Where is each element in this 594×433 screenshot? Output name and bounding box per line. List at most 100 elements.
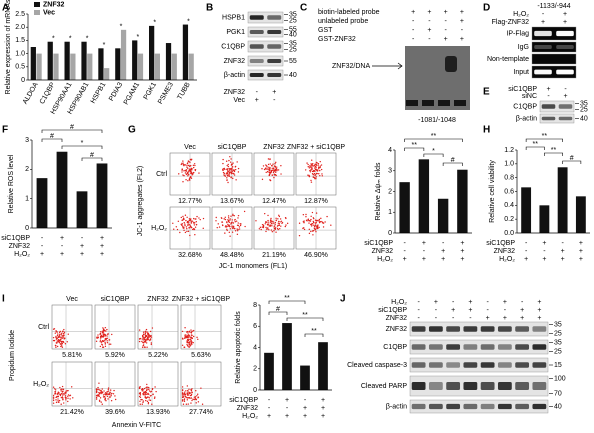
event-dot xyxy=(188,218,191,220)
event-dot xyxy=(104,392,107,394)
event-dot xyxy=(101,391,103,394)
event-dot xyxy=(102,346,105,348)
band xyxy=(532,326,547,332)
event-dot xyxy=(188,338,190,340)
event-dot xyxy=(195,398,198,401)
event-dot xyxy=(107,398,109,400)
event-dot xyxy=(191,334,193,337)
band xyxy=(463,403,478,410)
event-dot xyxy=(192,164,195,167)
bar xyxy=(36,53,42,80)
event-dot xyxy=(183,391,186,393)
event-dot xyxy=(147,396,149,398)
event-dot xyxy=(307,218,309,221)
event-dot xyxy=(143,387,146,390)
event-dot xyxy=(138,387,141,390)
annotation: * xyxy=(81,140,84,147)
event-dot xyxy=(237,222,239,224)
event-dot xyxy=(278,224,281,227)
x-tick-label: PDIA3 xyxy=(108,81,124,102)
event-dot xyxy=(139,391,142,394)
event-dot xyxy=(146,338,149,341)
event-dot xyxy=(319,175,321,177)
event-dot xyxy=(184,335,186,337)
row-label: Non-template xyxy=(487,56,529,63)
event-dot xyxy=(313,167,316,169)
event-dot xyxy=(186,162,189,165)
band xyxy=(446,362,461,368)
band xyxy=(267,59,282,63)
condition-sign: - xyxy=(504,307,507,314)
row-label: β-actin xyxy=(516,115,537,122)
event-dot xyxy=(311,170,314,173)
band xyxy=(411,382,426,390)
event-dot xyxy=(272,171,275,174)
bar xyxy=(282,323,292,390)
event-dot xyxy=(307,163,309,166)
event-dot xyxy=(270,219,272,221)
event-dot xyxy=(312,222,315,224)
event-dot xyxy=(315,231,317,233)
event-dot xyxy=(190,171,193,173)
event-dot xyxy=(270,171,272,174)
event-dot xyxy=(148,388,150,391)
event-dot xyxy=(307,166,309,168)
event-dot xyxy=(52,339,55,342)
annotation: # xyxy=(50,133,54,140)
condition-sign: - xyxy=(403,248,406,255)
band xyxy=(249,15,264,20)
event-dot xyxy=(52,396,55,398)
event-dot xyxy=(139,394,142,396)
event-dot xyxy=(225,226,228,228)
event-dot xyxy=(189,341,191,343)
event-dot xyxy=(303,220,305,222)
event-dot xyxy=(276,227,279,230)
blot-strip xyxy=(247,26,284,38)
event-dot xyxy=(59,339,61,341)
event-dot xyxy=(310,218,312,221)
event-dot xyxy=(190,218,192,220)
y-tick-label: 1 xyxy=(25,196,29,203)
band xyxy=(532,362,547,368)
event-dot xyxy=(98,391,100,394)
event-dot xyxy=(231,225,233,227)
event-dot xyxy=(314,174,317,176)
event-dot xyxy=(317,163,320,165)
condition-sign: - xyxy=(428,36,431,43)
event-dot xyxy=(64,343,67,345)
event-dot xyxy=(102,394,105,396)
event-dot xyxy=(141,388,144,390)
event-dot xyxy=(61,343,63,345)
event-dot xyxy=(260,228,262,231)
event-dot xyxy=(190,220,192,223)
row-label: C1QBP xyxy=(383,344,407,351)
condition-sign: - xyxy=(268,405,271,412)
event-dot xyxy=(141,334,144,337)
event-dot xyxy=(316,169,318,171)
event-dot xyxy=(278,220,280,223)
event-dot xyxy=(267,158,270,160)
condition-sign: + xyxy=(321,405,325,412)
event-dot xyxy=(225,225,227,227)
event-dot xyxy=(139,400,141,402)
event-dot xyxy=(54,344,57,347)
event-dot xyxy=(280,225,282,227)
event-dot xyxy=(150,334,152,337)
marker-label: 55 xyxy=(289,26,297,33)
event-dot xyxy=(144,331,146,333)
event-dot xyxy=(273,173,275,175)
event-dot xyxy=(230,222,233,224)
band xyxy=(411,344,426,350)
event-dot xyxy=(147,401,150,404)
band xyxy=(463,326,478,332)
event-dot xyxy=(313,227,316,229)
percent-label: 21.42% xyxy=(60,409,84,416)
event-dot xyxy=(265,171,267,174)
plot-frame xyxy=(137,361,179,407)
event-dot xyxy=(185,226,188,228)
event-dot xyxy=(144,390,147,393)
condition-name: siNC xyxy=(522,93,537,100)
event-dot xyxy=(310,166,312,168)
event-dot xyxy=(98,389,101,391)
annotation: ** xyxy=(551,147,557,154)
